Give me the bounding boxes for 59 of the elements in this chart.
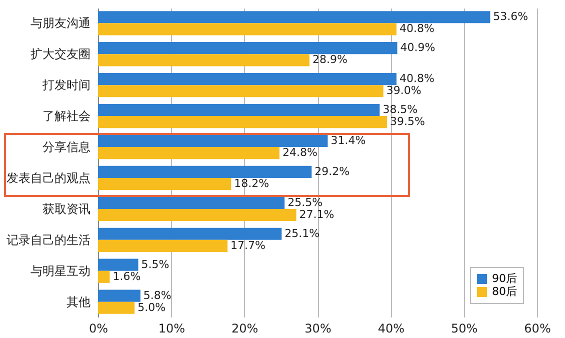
bar (98, 290, 140, 302)
bar (98, 196, 285, 209)
bar (98, 258, 138, 271)
data-label: 38.5% (382, 103, 418, 116)
bar (98, 73, 397, 86)
data-label: 18.2% (234, 177, 270, 190)
data-label: 29.2% (314, 164, 350, 178)
bar (98, 104, 380, 116)
data-label: 5.8% (143, 288, 172, 302)
bar (98, 147, 280, 160)
data-label: 25.5% (288, 196, 323, 209)
x-tick-label: 0% (88, 322, 108, 336)
data-label: 40.8% (400, 22, 434, 36)
y-tick-label: 获取资讯 (42, 202, 90, 216)
bar (98, 23, 397, 36)
x-tick-label: 40% (378, 322, 405, 336)
y-tick-label: 扩大交友圈 (30, 47, 90, 62)
data-label: 5.5% (141, 258, 170, 271)
data-label: 39.5% (390, 115, 425, 128)
legend-label: 80后 (492, 285, 517, 298)
x-tick-label: 50% (450, 322, 478, 336)
bar (98, 270, 110, 283)
y-tick-label: 打发时间 (42, 78, 90, 92)
y-tick-label: 记录自己的生活 (6, 232, 90, 247)
bar (98, 54, 310, 66)
y-tick-label: 与明星互动 (30, 264, 90, 278)
y-tick-label: 与朋友沟通 (30, 16, 90, 30)
data-label: 40.8% (400, 72, 434, 86)
legend-label: 90后 (492, 272, 517, 285)
bar (98, 134, 328, 148)
bar (98, 208, 296, 222)
x-tick-label: 10% (158, 322, 186, 336)
data-label: 39.0% (386, 84, 422, 98)
x-tick-label: 30% (304, 322, 332, 336)
data-label: 24.8% (282, 146, 318, 160)
bar (98, 85, 384, 98)
bar (98, 11, 490, 24)
data-label: 28.9% (312, 53, 348, 66)
data-label: 25.1% (284, 226, 320, 240)
bar (98, 240, 228, 252)
data-label: 40.9% (400, 41, 436, 54)
y-tick-label: 其他 (66, 294, 90, 309)
bar (98, 116, 388, 128)
bar (98, 178, 232, 190)
y-tick-label: 分享信息 (42, 140, 90, 154)
y-tick-label: 发表自己的观点 (6, 170, 90, 185)
bar (98, 228, 282, 240)
data-label: 31.4% (330, 134, 366, 147)
x-tick-label: 60% (524, 322, 551, 336)
y-tick-label: 了解社会 (42, 109, 90, 124)
x-tick-label: 20% (231, 322, 258, 336)
data-label: 17.7% (230, 238, 266, 252)
data-label: 53.6% (493, 10, 528, 24)
bar (98, 302, 135, 314)
bar (98, 42, 398, 54)
data-label: 27.1% (299, 208, 334, 221)
data-label: 1.6% (112, 270, 141, 283)
bar (98, 166, 312, 178)
data-label: 5.0% (138, 300, 166, 314)
